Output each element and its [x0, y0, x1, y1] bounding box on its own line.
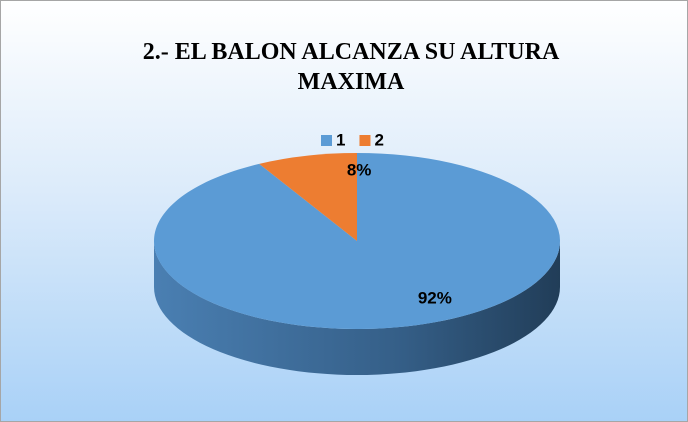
legend-label: 1	[336, 130, 345, 149]
legend-swatch	[359, 135, 371, 146]
data-label: 8%	[347, 161, 372, 180]
chart-title: 2.- EL BALON ALCANZA SU ALTURA MAXIMA	[142, 39, 560, 95]
data-label: 92%	[418, 288, 452, 307]
slice	[259, 153, 357, 241]
legend-swatch	[321, 135, 332, 146]
legend-label: 2	[374, 130, 383, 149]
slice-side	[154, 241, 560, 375]
